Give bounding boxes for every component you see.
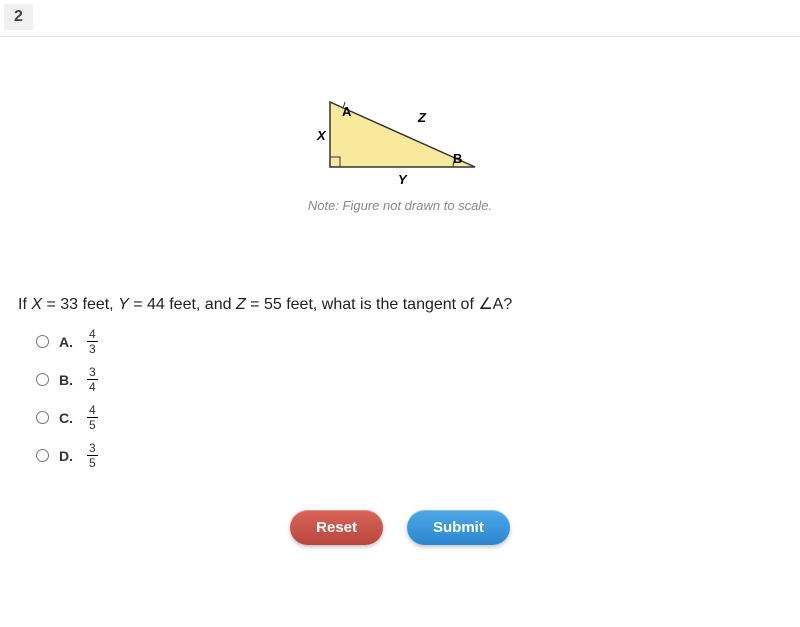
fraction-den: 5 [89,456,96,469]
button-row: Reset Submit [0,510,800,545]
triangle-figure: A B X Y Z [300,92,500,192]
options-list: A. 4 3 B. 3 4 C. 4 5 D. 3 5 [36,328,98,480]
fraction-den: 3 [89,342,96,355]
option-letter: C. [59,410,77,426]
option-a[interactable]: A. 4 3 [36,328,98,355]
option-c-fraction: 4 5 [87,404,98,431]
question-text: If X = 33 feet, Y = 44 feet, and Z = 55 … [18,294,512,314]
figure-area: A B X Y Z Note: Figure not drawn to scal… [0,92,800,213]
option-b-fraction: 3 4 [87,366,98,393]
submit-button[interactable]: Submit [407,510,510,545]
option-a-fraction: 4 3 [87,328,98,355]
label-y: Y [398,172,408,187]
label-a: A [342,104,352,119]
option-a-radio[interactable] [36,335,49,348]
label-b: B [453,151,462,166]
option-c[interactable]: C. 4 5 [36,404,98,431]
option-d-fraction: 3 5 [87,442,98,469]
option-d-radio[interactable] [36,449,49,462]
fraction-den: 4 [89,380,96,393]
option-letter: D. [59,448,77,464]
option-d[interactable]: D. 3 5 [36,442,98,469]
fraction-num: 4 [87,328,98,342]
option-letter: B. [59,372,77,388]
reset-button[interactable]: Reset [290,510,383,545]
question-number: 2 [4,4,33,30]
label-x: X [316,128,327,143]
option-b[interactable]: B. 3 4 [36,366,98,393]
fraction-num: 4 [87,404,98,418]
figure-note: Note: Figure not drawn to scale. [308,198,492,213]
option-c-radio[interactable] [36,411,49,424]
label-z: Z [417,110,427,125]
fraction-num: 3 [87,442,98,456]
fraction-num: 3 [87,366,98,380]
option-letter: A. [59,334,77,350]
option-b-radio[interactable] [36,373,49,386]
fraction-den: 5 [89,418,96,431]
divider [0,36,800,37]
